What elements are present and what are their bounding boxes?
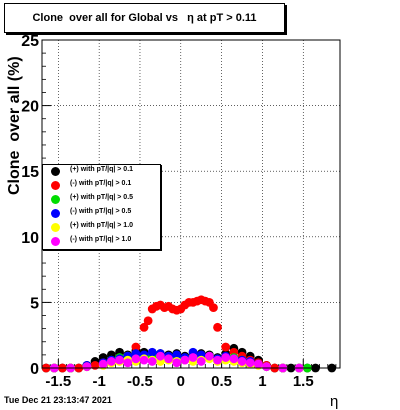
x-tick-label: 1.5 <box>293 373 314 390</box>
y-tick-label: 10 <box>21 230 39 247</box>
y-tick-label: 20 <box>21 99 39 116</box>
x-tick-label: 0.5 <box>211 373 232 390</box>
legend-label: (+) with pT/|q| > 1.0 <box>70 222 134 229</box>
data-point <box>253 359 263 369</box>
legend-marker <box>51 223 60 232</box>
data-point <box>143 316 153 326</box>
y-tick-label: 15 <box>21 164 39 181</box>
data-point <box>229 354 239 364</box>
data-point <box>82 362 92 372</box>
timestamp: Tue Dec 21 23:13:47 2021 <box>4 395 112 405</box>
data-point <box>221 342 231 352</box>
data-point <box>221 353 231 362</box>
data-point <box>139 355 149 365</box>
legend-entry: (-) with pT/|q| > 0.1 <box>43 179 158 193</box>
legend-marker <box>51 209 60 218</box>
data-point <box>115 355 124 365</box>
data-point <box>131 342 141 352</box>
x-tick-label: -0.5 <box>127 373 153 390</box>
data-point <box>213 355 222 365</box>
data-point <box>172 350 182 360</box>
data-point <box>196 357 206 366</box>
data-point <box>213 322 222 332</box>
data-points <box>41 295 337 373</box>
y-axis-label: Clone over all (%) <box>6 56 23 195</box>
x-tick-label: 1 <box>258 373 266 390</box>
legend-label: (+) with pT/|q| > 0.1 <box>70 166 134 173</box>
title-box: Clone over all for Global vs η at pT > 0… <box>4 3 285 33</box>
legend-label: (-) with pT/|q| > 0.5 <box>70 208 132 215</box>
data-point <box>262 362 271 372</box>
y-tick-label: 0 <box>30 361 39 378</box>
legend-label: (-) with pT/|q| > 1.0 <box>70 236 132 243</box>
y-tick-label: 25 <box>21 33 39 50</box>
legend-marker <box>51 181 60 190</box>
x-tick-label: 0 <box>177 373 185 390</box>
data-point <box>106 357 116 366</box>
legend-entry: (+) with pT/|q| > 0.5 <box>43 193 158 207</box>
data-point <box>188 353 198 362</box>
data-point <box>164 354 173 364</box>
y-tick-label: 5 <box>30 295 39 312</box>
data-point <box>139 322 149 332</box>
legend-label: (+) with pT/|q| > 0.5 <box>70 194 134 201</box>
data-point <box>147 347 157 357</box>
legend-marker <box>51 237 60 246</box>
data-point <box>147 357 157 366</box>
x-tick-label: -1 <box>92 373 105 390</box>
data-point <box>245 358 255 368</box>
legend: (+) with pT/|q| > 0.1 (-) with pT/|q| > … <box>42 164 161 250</box>
x-axis-label: η <box>330 393 339 410</box>
data-point <box>180 355 190 365</box>
legend-marker <box>51 195 60 204</box>
legend-entry: (+) with pT/|q| > 1.0 <box>43 221 158 235</box>
data-point <box>131 354 141 364</box>
legend-marker <box>51 167 60 176</box>
x-tick-label: -1.5 <box>45 373 71 390</box>
legend-entry: (-) with pT/|q| > 1.0 <box>43 235 158 249</box>
tick-labels: -1.5 -1 -0.5 0 0.5 1 1.5 0 5 10 15 20 25 <box>21 33 313 390</box>
chart-title: Clone over all for Global vs η at pT > 0… <box>32 12 257 24</box>
data-point <box>204 351 214 361</box>
data-point <box>98 359 108 369</box>
legend-label: (-) with pT/|q| > 0.1 <box>70 180 132 187</box>
data-point <box>209 303 218 313</box>
data-point <box>237 357 247 366</box>
legend-entry: (+) with pT/|q| > 0.1 <box>43 165 158 179</box>
data-point <box>172 358 182 368</box>
data-point <box>123 358 133 368</box>
legend-entry: (-) with pT/|q| > 0.5 <box>43 207 158 221</box>
data-point <box>155 351 165 361</box>
